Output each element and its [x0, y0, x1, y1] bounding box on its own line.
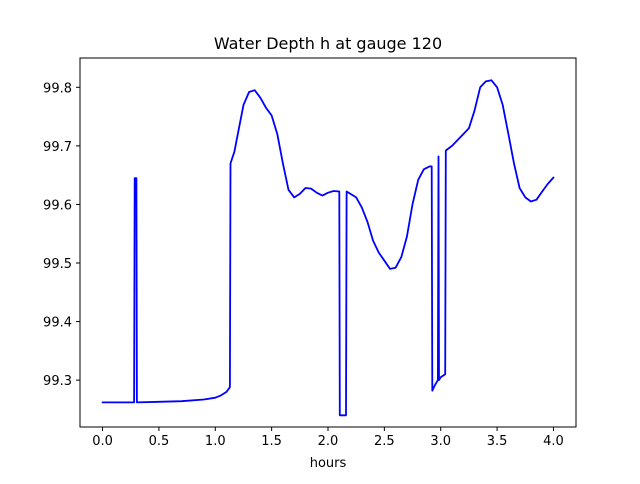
x-tick-label: 0.0	[92, 434, 113, 449]
x-tick-label: 2.0	[318, 434, 339, 449]
chart-title: Water Depth h at gauge 120	[214, 34, 442, 53]
y-tick-label: 99.8	[43, 81, 72, 96]
x-tick-label: 0.5	[149, 434, 170, 449]
x-axis-ticks: 0.0 0.5 1.0 1.5 2.0 2.5 3.0 3.5 4.0	[92, 427, 564, 449]
y-tick-label: 99.4	[43, 316, 72, 331]
x-tick-label: 2.5	[374, 434, 395, 449]
x-tick-label: 4.0	[543, 434, 564, 449]
series-line-0	[101, 79, 555, 417]
x-tick-label: 3.0	[430, 434, 451, 449]
x-tick-label: 1.5	[261, 434, 282, 449]
plot-area	[101, 79, 555, 417]
y-tick-label: 99.6	[43, 198, 72, 213]
x-tick-label: 3.5	[487, 434, 508, 449]
y-tick-label: 99.3	[43, 374, 72, 389]
x-axis-label: hours	[310, 456, 347, 471]
y-axis-ticks: 99.3 99.4 99.5 99.6 99.7 99.8	[43, 81, 80, 389]
y-tick-label: 99.5	[43, 257, 72, 272]
y-tick-label: 99.7	[43, 140, 72, 155]
x-tick-label: 1.0	[205, 434, 226, 449]
